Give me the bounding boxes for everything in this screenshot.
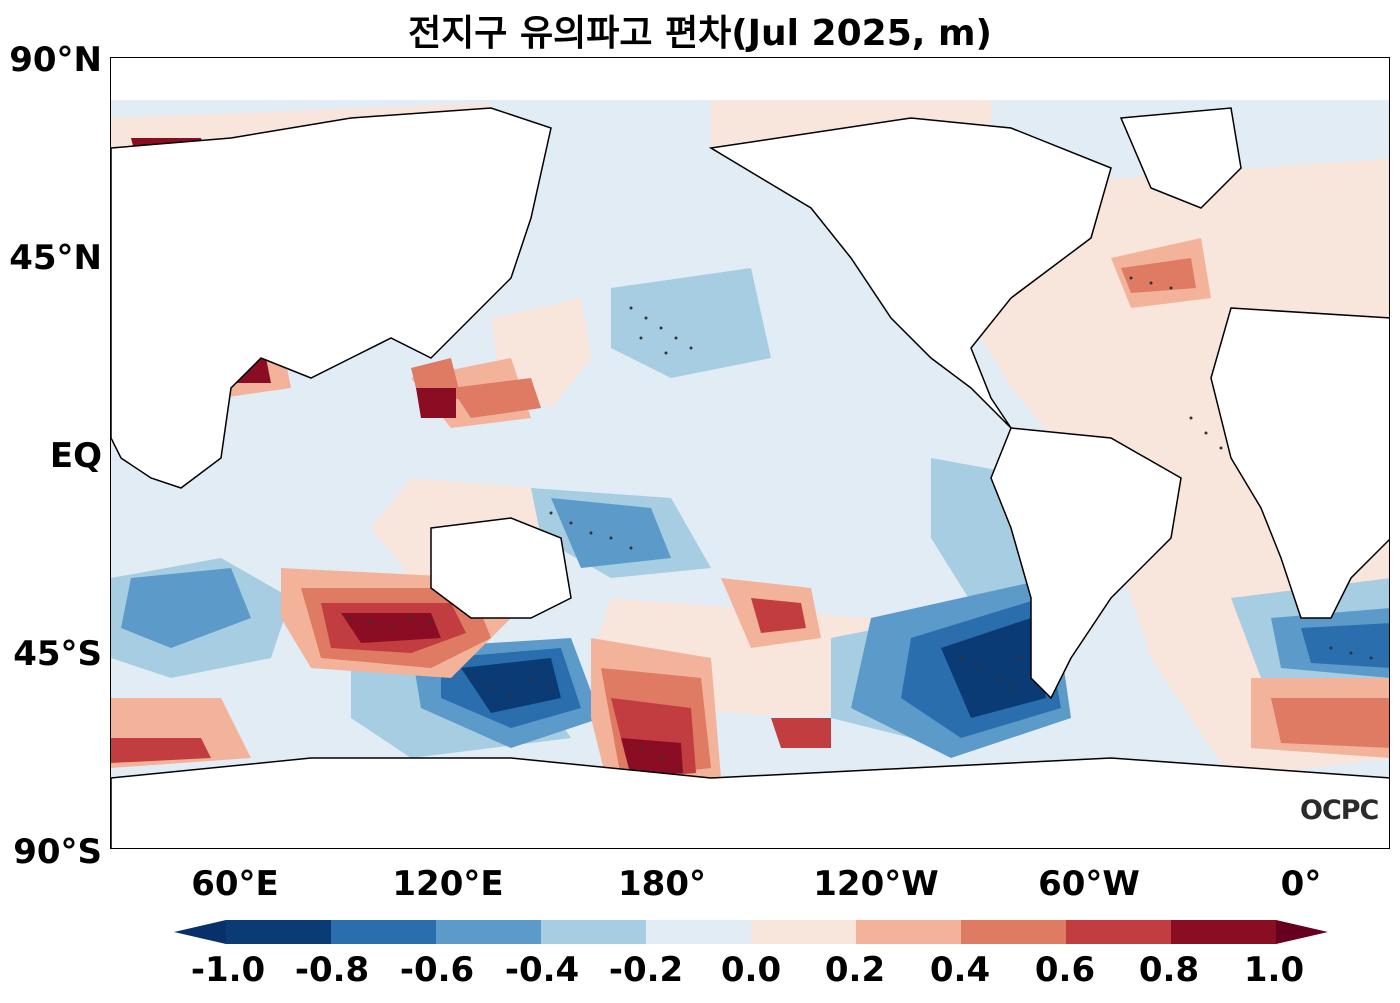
- greenland-land: [1119, 107, 1242, 209]
- colorbar-segments: [226, 920, 1277, 944]
- lat-label-90s: 90°S: [13, 832, 102, 872]
- colorbar: [174, 920, 1328, 944]
- colorbar-tick-0.4: 0.4: [929, 950, 991, 990]
- colorbar-tick-0.2: 0.2: [824, 950, 886, 990]
- australia-land: [430, 517, 572, 619]
- lat-label-45s: 45°S: [13, 634, 102, 674]
- colorbar-under-arrow: [174, 920, 226, 944]
- colorbar-segment: [1066, 920, 1172, 944]
- colorbar-segment: [541, 920, 647, 944]
- colorbar-over-arrow: [1276, 920, 1328, 944]
- lon-label-60e: 60°E: [191, 864, 279, 904]
- map-panel: [110, 57, 1390, 849]
- land-masses: [111, 107, 1389, 848]
- lat-label-45n: 45°N: [9, 238, 102, 278]
- antarctica-land: [111, 757, 1389, 848]
- north-america-land: [708, 117, 1112, 429]
- colorbar-tick-1.0: 1.0: [1243, 950, 1305, 990]
- colorbar-tick-m0.8: -0.8: [294, 950, 370, 990]
- colorbar-segment: [856, 920, 962, 944]
- africa-land: [1210, 307, 1389, 619]
- colorbar-segment: [646, 920, 752, 944]
- colorbar-tick-m1.0: -1.0: [190, 950, 266, 990]
- map-title: 전지구 유의파고 편차(Jul 2025, m): [408, 13, 992, 54]
- colorbar-tick-0.8: 0.8: [1138, 950, 1200, 990]
- south-america-land: [990, 427, 1182, 700]
- lon-label-120w: 120°W: [813, 864, 939, 904]
- colorbar-segment: [436, 920, 542, 944]
- colorbar-tick-0.6: 0.6: [1034, 950, 1096, 990]
- eurasia-land: [111, 107, 552, 489]
- lon-label-0: 0°: [1280, 864, 1322, 904]
- significance-stipple: [349, 276, 1373, 770]
- lat-label-eq: EQ: [49, 436, 102, 476]
- colorbar-segment: [1171, 920, 1277, 944]
- colorbar-tick-m0.6: -0.6: [399, 950, 475, 990]
- colorbar-tick-m0.4: -0.4: [504, 950, 580, 990]
- colorbar-segment: [331, 920, 437, 944]
- colorbar-tick-0.0: 0.0: [720, 950, 782, 990]
- colorbar-tick-m0.2: -0.2: [608, 950, 684, 990]
- colorbar-segment: [751, 920, 857, 944]
- lon-label-180: 180°: [618, 864, 706, 904]
- extreme-negative-areas: [461, 618, 1046, 718]
- colorbar-segment: [226, 920, 332, 944]
- lon-label-120e: 120°E: [392, 864, 504, 904]
- colorbar-segment: [961, 920, 1067, 944]
- lat-label-90n: 90°N: [9, 40, 102, 80]
- ocpc-logo: OCPC: [1300, 795, 1379, 826]
- lon-label-60w: 60°W: [1038, 864, 1140, 904]
- anomaly-map: [111, 100, 1389, 848]
